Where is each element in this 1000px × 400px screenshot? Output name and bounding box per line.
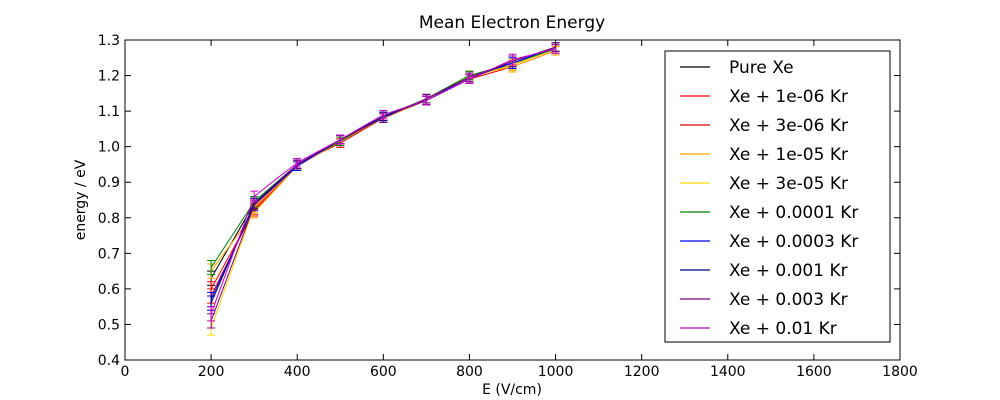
y-tick-label: 1.3 (98, 33, 120, 49)
y-tick-label: 0.9 (98, 175, 120, 191)
legend: Pure Xe Xe + 1e-06 Kr Xe + 3e-06 Kr Xe + 1e… (664, 50, 891, 343)
legend-label: Xe + 3e-06 Kr (729, 116, 848, 136)
plot-frame (124, 39, 901, 361)
legend-label: Xe + 0.0001 Kr (729, 203, 858, 223)
y-tick-label: 1.2 (98, 69, 120, 85)
x-tick-label: 1600 (796, 364, 832, 380)
legend-label: Pure Xe (729, 58, 794, 78)
x-tick-label: 200 (198, 364, 225, 380)
y-tick-label: 1.0 (98, 140, 120, 156)
legend-label: Xe + 3e-05 Kr (729, 174, 848, 194)
x-tick-label: 1000 (538, 364, 574, 380)
y-axis-label: energy / eV (73, 159, 89, 240)
x-tick-label: 400 (284, 364, 311, 380)
x-tick-label: 1200 (624, 364, 660, 380)
y-tick-label: 0.7 (98, 246, 120, 262)
y-tick-label: 0.5 (98, 317, 120, 333)
legend-label: Xe + 0.001 Kr (729, 261, 848, 281)
legend-label: Xe + 1e-05 Kr (729, 145, 848, 165)
legend-label: Xe + 0.01 Kr (729, 319, 837, 339)
legend-label: Xe + 0.0003 Kr (729, 232, 858, 252)
chart-title: Mean Electron Energy (419, 13, 605, 33)
legend-label: Xe + 1e-06 Kr (729, 87, 848, 107)
y-tick-label: 0.8 (98, 211, 120, 227)
legend-box (664, 50, 891, 343)
legend-label: Xe + 0.003 Kr (729, 290, 848, 310)
plot-content (207, 42, 560, 336)
x-tick-label: 0 (121, 364, 130, 380)
x-tick-label: 1400 (710, 364, 746, 380)
x-tick-label: 1800 (882, 364, 918, 380)
x-tick-label: 800 (456, 364, 483, 380)
axes: 0 200 400 600 800 1000 1200 1400 1600 1800 0.4 0.5 0… (98, 33, 918, 380)
y-tick-label: 1.1 (98, 104, 120, 120)
y-tick-label: 0.4 (98, 353, 120, 369)
x-axis-label: E (V/cm) (482, 382, 542, 398)
x-tick-label: 600 (370, 364, 397, 380)
y-tick-label: 0.6 (98, 282, 120, 298)
